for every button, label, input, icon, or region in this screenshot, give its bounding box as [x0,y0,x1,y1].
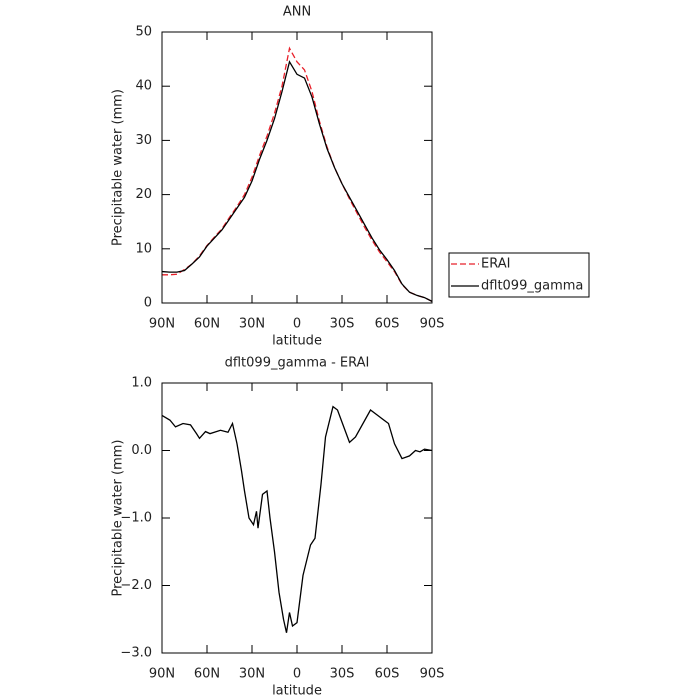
x-tick-label: 60N [194,317,220,332]
data-line [162,46,433,302]
y-axis-label: Precipitable water (mm) [111,440,126,597]
x-tick-label: 90S [420,317,445,332]
legend-box [448,252,590,298]
x-tick-label: 60S [375,667,400,682]
y-tick-label: 50 [135,25,152,40]
y-tick-label: 0.0 [131,443,152,458]
legend-label: dflt099_gamma [481,279,583,294]
x-tick-label: 30N [239,667,265,682]
x-tick-label: 90S [420,667,445,682]
plot-frame [161,31,433,304]
x-tick-label: 30S [330,317,355,332]
x-tick-label: 60N [194,667,220,682]
y-tick-label: −2.0 [120,578,152,593]
chart-title: ANN [283,5,311,20]
y-tick-label: 0 [144,296,152,311]
y-tick-label: 20 [135,187,152,202]
x-axis-label: latitude [272,334,322,349]
x-tick-label: 0 [293,667,301,682]
legend-label: ERAI [481,257,510,272]
y-tick-label: 30 [135,133,152,148]
plot-frame [161,382,433,654]
x-tick-label: 90N [149,317,175,332]
x-tick-label: 90N [149,667,175,682]
y-tick-label: −1.0 [120,511,152,526]
x-tick-label: 30N [239,317,265,332]
x-axis-label: latitude [272,684,322,699]
y-tick-label: −3.0 [120,646,152,661]
data-line [161,60,433,302]
x-tick-label: 60S [375,317,400,332]
x-tick-label: 30S [330,667,355,682]
chart-title: dflt099_gamma - ERAI [225,356,370,371]
y-tick-label: 1.0 [131,376,152,391]
y-tick-label: 10 [135,241,152,256]
x-tick-label: 0 [293,317,301,332]
data-line [161,405,433,633]
y-tick-label: 40 [135,79,152,94]
y-axis-label: Precipitable water (mm) [111,89,126,246]
